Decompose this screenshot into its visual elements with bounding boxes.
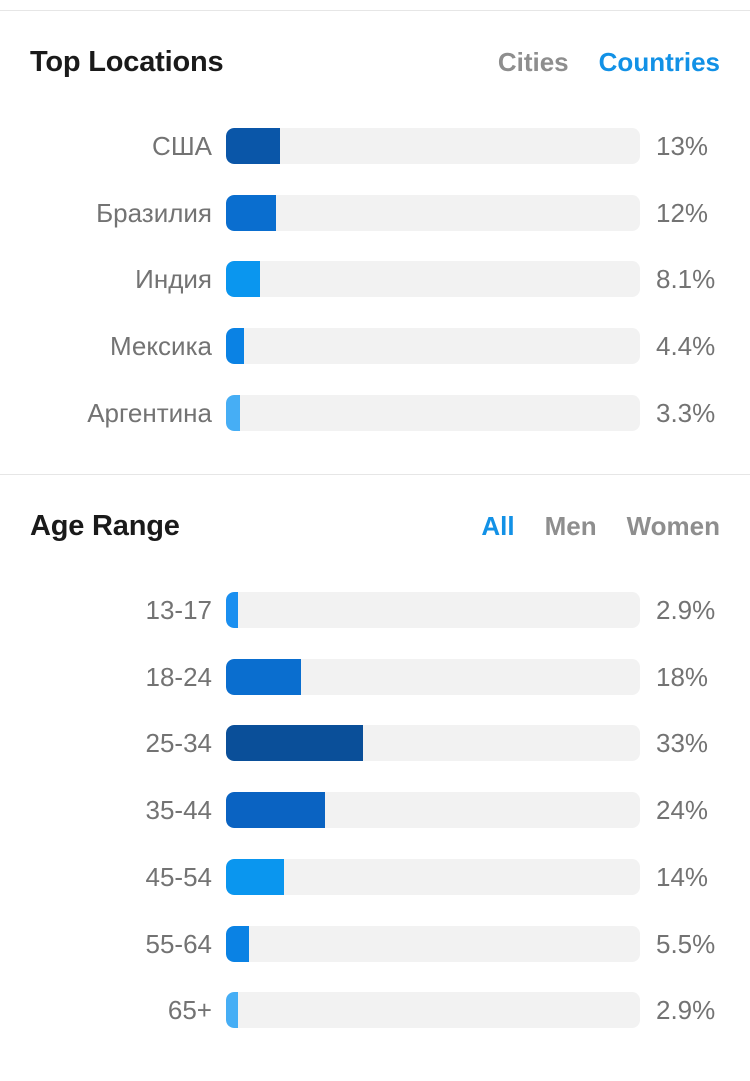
bar-value: 18%	[656, 661, 709, 692]
top-divider	[0, 10, 750, 11]
bar-label: 55-64	[145, 928, 213, 959]
bar-row: Мексика 4.4%	[0, 328, 750, 365]
tab-countries[interactable]: Countries	[598, 47, 720, 77]
bar-row: Индия 8.1%	[0, 261, 750, 298]
bar-value: 13%	[656, 131, 709, 161]
bar-fill	[226, 328, 245, 365]
bar-track	[226, 992, 640, 1029]
tab-men[interactable]: Men	[544, 511, 597, 541]
bar-row: Бразилия 12%	[0, 194, 750, 231]
bar-track	[226, 261, 640, 298]
bar-fill	[226, 725, 363, 762]
bar-label: 45-54	[145, 861, 213, 892]
bar-track	[226, 194, 640, 231]
bar-row: 65+ 2.9%	[0, 992, 750, 1029]
tab-all[interactable]: All	[481, 511, 515, 541]
tab-women[interactable]: Women	[626, 511, 720, 541]
top-locations-title: Top Locations	[30, 46, 224, 78]
bar-row: США 13%	[0, 128, 750, 164]
bar-row: 25-34 33%	[0, 725, 750, 762]
bar-value: 24%	[656, 795, 709, 826]
bar-fill	[226, 925, 249, 962]
bar-track	[226, 658, 640, 695]
tab-cities[interactable]: Cities	[497, 47, 569, 77]
bar-track	[226, 725, 640, 762]
bar-value: 8.1%	[656, 264, 716, 295]
bar-label: Бразилия	[96, 197, 212, 228]
locations-tabs: Cities Countries	[498, 47, 720, 78]
bar-track	[226, 394, 640, 431]
age-range-title: Age Range	[30, 510, 180, 542]
bar-label: 65+	[167, 995, 212, 1026]
age-tabs: All Men Women	[481, 511, 720, 542]
bar-value: 3.3%	[656, 397, 716, 428]
bar-label: Аргентина	[87, 397, 212, 428]
bar-value: 4.4%	[656, 331, 716, 362]
bar-label: 25-34	[145, 728, 213, 759]
bar-fill	[226, 858, 284, 895]
section-divider	[0, 474, 750, 475]
bar-track	[226, 592, 640, 628]
bar-label: 13-17	[145, 595, 213, 625]
bar-row: 13-17 2.9%	[0, 592, 750, 628]
bar-value: 14%	[656, 861, 709, 892]
bar-fill	[226, 592, 238, 628]
bar-track	[226, 792, 640, 829]
bar-track	[226, 128, 640, 164]
bar-value: 2.9%	[656, 995, 716, 1026]
bar-fill	[226, 658, 301, 695]
bar-row: 35-44 24%	[0, 792, 750, 829]
bar-track	[226, 858, 640, 895]
bar-fill	[226, 992, 238, 1029]
bar-label: Индия	[135, 264, 212, 295]
bar-fill	[226, 792, 326, 829]
bar-row: 55-64 5.5%	[0, 925, 750, 962]
bar-row: 18-24 18%	[0, 658, 750, 695]
bar-fill	[226, 194, 276, 231]
bar-fill	[226, 261, 260, 298]
bar-track	[226, 328, 640, 365]
bar-value: 5.5%	[656, 928, 716, 959]
bar-value: 33%	[656, 728, 709, 759]
bar-label: Мексика	[109, 331, 212, 362]
bar-row: Аргентина 3.3%	[0, 394, 750, 431]
bar-label: 18-24	[145, 661, 213, 692]
bar-fill	[226, 394, 240, 431]
bar-row: 45-54 14%	[0, 858, 750, 895]
bar-fill	[226, 128, 280, 164]
bar-value: 12%	[656, 197, 709, 228]
bar-track	[226, 925, 640, 962]
bar-value: 2.9%	[656, 595, 716, 625]
bar-label: 35-44	[145, 795, 213, 826]
bar-label: США	[152, 131, 212, 161]
